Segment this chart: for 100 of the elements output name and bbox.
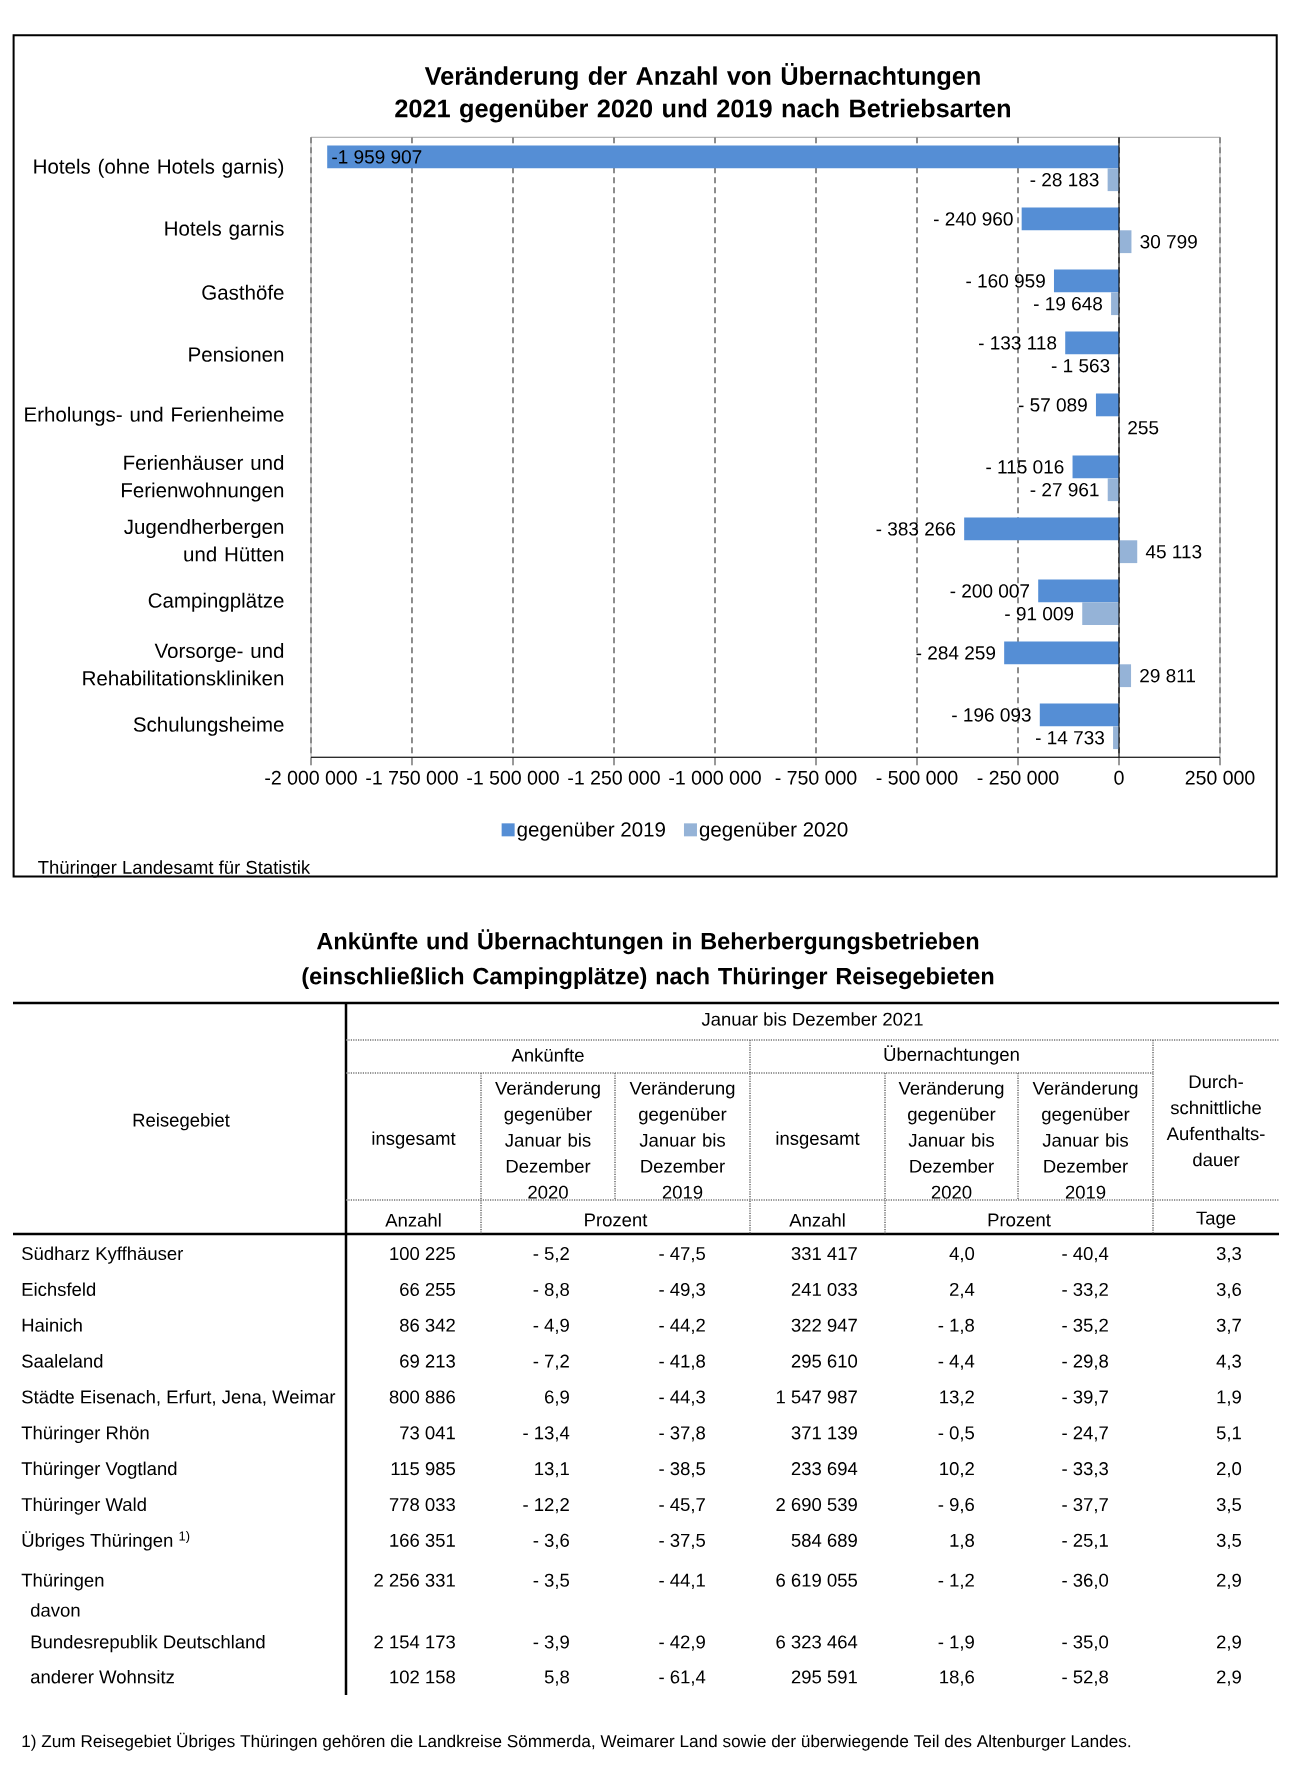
data-label: - 41,8 — [659, 1354, 705, 1370]
data-label: - 5,2 — [533, 1246, 569, 1263]
data-label: - 1 563 — [1051, 358, 1110, 373]
data-label: 255 — [1128, 420, 1159, 435]
data-label: 29 811 — [1140, 668, 1196, 683]
text: Januar bis Dezember 2021 — [701, 1012, 923, 1026]
data-label: - 37,5 — [659, 1533, 706, 1550]
data-label: 5,1 — [1216, 1426, 1241, 1442]
data-label: - 19 648 — [1034, 296, 1103, 311]
category-label: Eichsfeld — [22, 1282, 96, 1296]
data-label: - 383 266 — [876, 522, 956, 536]
data-label: 2,9 — [1217, 1670, 1241, 1686]
x-tick-label: - 500 000 — [876, 770, 958, 785]
data-label: - 29,8 — [1062, 1354, 1108, 1370]
data-label: 584 689 — [791, 1533, 857, 1547]
data-label: - 27 961 — [1030, 482, 1099, 497]
text: Prozent — [585, 1213, 648, 1227]
data-label: - 13,4 — [523, 1426, 570, 1442]
data-label: 2,4 — [950, 1282, 975, 1299]
text: Thüringer Landesamt für Statistik — [38, 860, 311, 878]
chart-title: Veränderung der Anzahl von Übernachtungen 2021 gegenüber 2020 und 2019 nach Betriebsarten — [395, 63, 1010, 123]
data-label: - 196 093 — [952, 708, 1031, 722]
data-label: 3,5 — [1216, 1497, 1242, 1514]
x-tick-label: -1 250 000 — [568, 770, 660, 785]
data-label: 166 351 — [390, 1533, 455, 1547]
category-label: Saaleland — [22, 1354, 103, 1368]
data-label: 6,9 — [545, 1390, 569, 1406]
data-label: - 44,2 — [659, 1318, 705, 1334]
text: Anzahl — [789, 1213, 845, 1227]
data-label: 3,3 — [1216, 1246, 1241, 1263]
data-label: - 45,7 — [659, 1498, 705, 1514]
text: Prozent — [988, 1213, 1051, 1227]
data-label: 1,8 — [950, 1533, 975, 1550]
data-label: 10,2 — [940, 1462, 974, 1478]
data-label: - 44,3 — [659, 1390, 705, 1406]
data-label: - 37,7 — [1062, 1497, 1108, 1514]
data-label: 1,9 — [1217, 1390, 1241, 1406]
y-tick-label: Gasthöfe — [202, 284, 284, 300]
y-tick-label: Erholungs- und Ferienheime — [25, 406, 284, 426]
text: Veränderung gegenüber Januar bis Dezember 2020 — [495, 1081, 600, 1199]
y-tick-label: Vorsorge- und Rehabilitationskliniken — [83, 643, 284, 686]
data-label: 102 158 — [390, 1670, 455, 1684]
y-tick-label: Hotels (ohne Hotels garnis) — [34, 158, 284, 178]
data-label: - 91 009 — [1005, 606, 1074, 621]
data-label: - 39,7 — [1062, 1390, 1108, 1406]
data-label: - 52,8 — [1062, 1670, 1108, 1686]
x-tick-label: -1 500 000 — [467, 770, 559, 785]
data-label: - 40,4 — [1062, 1246, 1109, 1263]
data-label: - 33,2 — [1062, 1282, 1108, 1299]
data-label: 4,0 — [949, 1246, 975, 1263]
category-label: Thüringer Vogtland — [21, 1461, 177, 1479]
data-label: 2,9 — [1217, 1573, 1241, 1589]
text: insgesamt — [776, 1131, 860, 1149]
y-tick-label: Jugendherbergen und Hütten — [124, 519, 284, 562]
data-label: 2,0 — [1217, 1462, 1242, 1478]
y-tick-label: Campingplätze — [148, 592, 284, 612]
text: Anzahl — [385, 1213, 441, 1227]
data-label: - 57 089 — [1018, 398, 1087, 412]
text: 1) Zum Reisegebiet Übriges Thüringen gehören die Landkreise Sömmerda, Weimarer Land sowie der überwiegende Teil des Altenburger Landes. — [22, 1732, 1131, 1751]
data-label: - 200 007 — [950, 584, 1030, 598]
text: Reisegebiet — [133, 1113, 230, 1131]
data-label: - 61,4 — [659, 1670, 706, 1686]
text: insgesamt — [372, 1131, 456, 1149]
data-label: - 115 016 — [986, 460, 1064, 474]
data-label: - 49,3 — [659, 1282, 705, 1299]
data-label: - 3,6 — [533, 1533, 569, 1550]
x-tick-label: -1 750 000 — [366, 770, 458, 785]
data-label: 18,6 — [940, 1670, 974, 1686]
category-label: Südharz Kyffhäuser — [22, 1246, 184, 1264]
x-tick-label: 250 000 — [1185, 770, 1255, 785]
data-label: - 25,1 — [1062, 1533, 1108, 1550]
data-label: 233 694 — [791, 1462, 858, 1476]
y-tick-label: Hotels garnis — [165, 220, 284, 240]
data-label: - 8,8 — [533, 1282, 569, 1299]
data-label: 241 033 — [791, 1282, 857, 1296]
data-label: - 14 733 — [1035, 730, 1104, 745]
data-label: - 284 259 — [916, 646, 996, 660]
text: Veränderung gegenüber Januar bis Dezember 2019 — [629, 1081, 735, 1199]
data-label: - 35,0 — [1062, 1635, 1109, 1651]
data-label: 3,7 — [1216, 1318, 1241, 1334]
data-label: - 36,0 — [1062, 1573, 1109, 1589]
data-label: - 4,9 — [533, 1318, 569, 1334]
data-label: - 9,6 — [938, 1497, 974, 1514]
data-label: 3,5 — [1216, 1533, 1242, 1550]
data-label: - 3,5 — [533, 1573, 570, 1589]
data-label: - 133 118 — [979, 336, 1057, 350]
data-label: - 3,9 — [533, 1635, 569, 1651]
category-label: Thüringer Rhön — [21, 1425, 149, 1444]
legend-label: gegenüber 2020 — [699, 821, 848, 841]
data-label: - 37,8 — [659, 1426, 705, 1442]
text: Veränderung gegenüber Januar bis Dezember 2019 — [1032, 1081, 1138, 1199]
data-label: 2 690 539 — [776, 1497, 857, 1512]
data-label: - 42,9 — [659, 1635, 705, 1651]
data-label: 331 417 — [791, 1246, 857, 1261]
data-label: - 0,5 — [938, 1426, 975, 1442]
data-label: 86 342 — [400, 1318, 455, 1332]
data-label: 295 610 — [791, 1354, 858, 1368]
data-label: - 28 183 — [1030, 172, 1099, 187]
data-label: - 240 960 — [934, 212, 1013, 226]
data-label: 45 113 — [1145, 544, 1202, 559]
